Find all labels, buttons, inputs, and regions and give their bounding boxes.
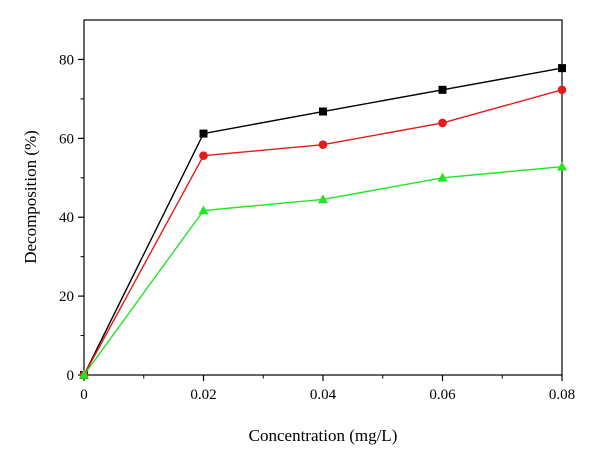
series-2-point bbox=[318, 140, 328, 149]
x-tick-label: 0.04 bbox=[310, 387, 337, 403]
y-tick-label: 0 bbox=[67, 368, 75, 384]
series-2 bbox=[79, 85, 567, 380]
series-3-point bbox=[79, 369, 89, 379]
x-tick-label: 0 bbox=[80, 387, 88, 403]
x-axis-title: Concentration (mg/L) bbox=[249, 426, 398, 445]
y-tick-label: 80 bbox=[59, 52, 74, 68]
series-2-line bbox=[83, 89, 563, 376]
series-1-point bbox=[319, 107, 327, 116]
x-tick-label: 0.08 bbox=[549, 387, 575, 403]
series-1-point bbox=[558, 64, 566, 73]
series-3-point bbox=[557, 161, 567, 171]
series-2-point bbox=[199, 151, 208, 160]
series-3-point bbox=[318, 194, 328, 204]
series-1 bbox=[80, 64, 566, 379]
series-3-point bbox=[437, 172, 448, 182]
x-tick-label: 0.06 bbox=[429, 387, 456, 403]
series-3-point bbox=[198, 205, 209, 215]
series-2-point bbox=[557, 85, 567, 95]
y-axis-title: Decomposition (%) bbox=[21, 130, 40, 264]
series-layer bbox=[79, 64, 567, 380]
x-axis: 0 0.02 0.04 0.06 0.08 bbox=[80, 375, 575, 403]
x-tick-label: 0.02 bbox=[190, 387, 216, 403]
y-axis: 0 20 40 60 80 bbox=[59, 52, 84, 384]
y-tick-label: 20 bbox=[59, 289, 74, 305]
series-1-point bbox=[438, 85, 447, 94]
y-tick-label: 40 bbox=[59, 210, 74, 226]
series-3 bbox=[79, 161, 567, 379]
series-2-point bbox=[438, 118, 447, 128]
y-tick-label: 60 bbox=[59, 131, 74, 147]
series-1-point bbox=[199, 129, 208, 138]
